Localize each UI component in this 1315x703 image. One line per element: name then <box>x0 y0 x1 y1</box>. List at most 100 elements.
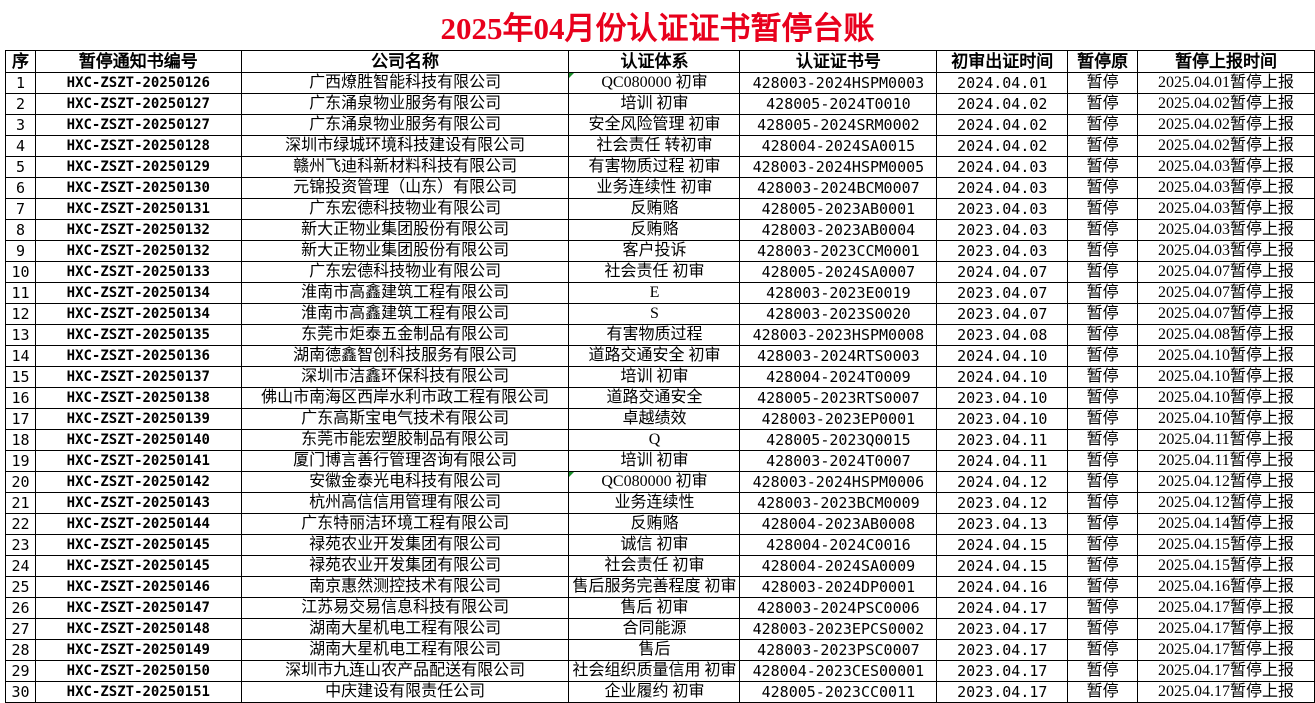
cell-certification-system[interactable]: 业务连续性 <box>568 492 741 514</box>
cell-notice-number[interactable]: HXC-ZSZT-20250129 <box>34 156 242 178</box>
cell-suspension-report-time[interactable]: 2025.04.03暂停上报 <box>1137 219 1315 241</box>
cell-certificate-number[interactable]: 428003-2024HSPM0003 <box>739 72 938 94</box>
cell-company-name[interactable]: 深圳市洁鑫环保科技有限公司 <box>240 366 570 388</box>
cell-initial-issue-date[interactable]: 2024.04.11 <box>936 450 1069 472</box>
cell-certificate-number[interactable]: 428004-2024SA0009 <box>739 555 938 577</box>
cell-seq[interactable]: 30 <box>5 681 36 703</box>
cell-company-name[interactable]: 广东涌泉物业服务有限公司 <box>240 93 570 115</box>
cell-suspension-report-time[interactable]: 2025.04.02暂停上报 <box>1137 93 1315 115</box>
cell-notice-number[interactable]: HXC-ZSZT-20250126 <box>34 72 242 94</box>
cell-suspension-report-time[interactable]: 2025.04.12暂停上报 <box>1137 471 1315 493</box>
cell-initial-issue-date[interactable]: 2023.04.07 <box>936 303 1069 325</box>
header-initial-issue-date[interactable]: 初审出证时间 <box>936 50 1069 73</box>
cell-seq[interactable]: 22 <box>5 513 36 535</box>
cell-certification-system[interactable]: 客户投诉 <box>568 240 741 262</box>
cell-seq[interactable]: 7 <box>5 198 36 220</box>
cell-seq[interactable]: 21 <box>5 492 36 514</box>
cell-seq[interactable]: 25 <box>5 576 36 598</box>
cell-company-name[interactable]: 广东涌泉物业服务有限公司 <box>240 114 570 136</box>
cell-seq[interactable]: 1 <box>5 72 36 94</box>
cell-notice-number[interactable]: HXC-ZSZT-20250133 <box>34 261 242 283</box>
cell-certificate-number[interactable]: 428004-2024T0009 <box>739 366 938 388</box>
cell-suspension-reason[interactable]: 暂停 <box>1067 660 1139 682</box>
cell-initial-issue-date[interactable]: 2023.04.13 <box>936 513 1069 535</box>
cell-seq[interactable]: 28 <box>5 639 36 661</box>
cell-notice-number[interactable]: HXC-ZSZT-20250132 <box>34 219 242 241</box>
cell-company-name[interactable]: 广东宏德科技物业有限公司 <box>240 198 570 220</box>
cell-suspension-report-time[interactable]: 2025.04.10暂停上报 <box>1137 366 1315 388</box>
cell-suspension-report-time[interactable]: 2025.04.02暂停上报 <box>1137 135 1315 157</box>
cell-seq[interactable]: 13 <box>5 324 36 346</box>
cell-suspension-reason[interactable]: 暂停 <box>1067 639 1139 661</box>
cell-initial-issue-date[interactable]: 2024.04.12 <box>936 471 1069 493</box>
cell-certification-system[interactable]: 业务连续性 初审 <box>568 177 741 199</box>
cell-notice-number[interactable]: HXC-ZSZT-20250134 <box>34 282 242 304</box>
cell-suspension-report-time[interactable]: 2025.04.08暂停上报 <box>1137 324 1315 346</box>
cell-notice-number[interactable]: HXC-ZSZT-20250142 <box>34 471 242 493</box>
cell-certification-system[interactable]: Q <box>568 429 741 451</box>
cell-notice-number[interactable]: HXC-ZSZT-20250143 <box>34 492 242 514</box>
cell-suspension-report-time[interactable]: 2025.04.03暂停上报 <box>1137 198 1315 220</box>
cell-seq[interactable]: 2 <box>5 93 36 115</box>
cell-certificate-number[interactable]: 428003-2024BCM0007 <box>739 177 938 199</box>
cell-company-name[interactable]: 淮南市高鑫建筑工程有限公司 <box>240 282 570 304</box>
cell-suspension-report-time[interactable]: 2025.04.14暂停上报 <box>1137 513 1315 535</box>
cell-certification-system[interactable]: 培训 初审 <box>568 93 741 115</box>
cell-company-name[interactable]: 广东特丽洁环境工程有限公司 <box>240 513 570 535</box>
cell-certification-system[interactable]: 有害物质过程 初审 <box>568 156 741 178</box>
cell-certification-system[interactable]: 诚信 初审 <box>568 534 741 556</box>
cell-certificate-number[interactable]: 428004-2023CES00001 <box>739 660 938 682</box>
cell-company-name[interactable]: 佛山市南海区西岸水利市政工程有限公司 <box>240 387 570 409</box>
cell-suspension-reason[interactable]: 暂停 <box>1067 597 1139 619</box>
cell-initial-issue-date[interactable]: 2023.04.03 <box>936 240 1069 262</box>
cell-certification-system[interactable]: 反贿赂 <box>568 219 741 241</box>
cell-certification-system[interactable]: 安全风险管理 初审 <box>568 114 741 136</box>
cell-company-name[interactable]: 广东高斯宝电气技术有限公司 <box>240 408 570 430</box>
cell-certificate-number[interactable]: 428005-2023CC0011 <box>739 681 938 703</box>
header-certificate-number[interactable]: 认证证书号 <box>739 50 938 73</box>
cell-company-name[interactable]: 禄苑农业开发集团有限公司 <box>240 534 570 556</box>
cell-suspension-reason[interactable]: 暂停 <box>1067 387 1139 409</box>
cell-seq[interactable]: 17 <box>5 408 36 430</box>
cell-company-name[interactable]: 安徽金泰光电科技有限公司 <box>240 471 570 493</box>
cell-suspension-reason[interactable]: 暂停 <box>1067 72 1139 94</box>
cell-initial-issue-date[interactable]: 2023.04.17 <box>936 660 1069 682</box>
cell-notice-number[interactable]: HXC-ZSZT-20250130 <box>34 177 242 199</box>
cell-notice-number[interactable]: HXC-ZSZT-20250140 <box>34 429 242 451</box>
cell-initial-issue-date[interactable]: 2023.04.10 <box>936 408 1069 430</box>
cell-suspension-reason[interactable]: 暂停 <box>1067 93 1139 115</box>
cell-suspension-reason[interactable]: 暂停 <box>1067 471 1139 493</box>
cell-suspension-reason[interactable]: 暂停 <box>1067 177 1139 199</box>
cell-notice-number[interactable]: HXC-ZSZT-20250131 <box>34 198 242 220</box>
cell-suspension-reason[interactable]: 暂停 <box>1067 303 1139 325</box>
cell-suspension-report-time[interactable]: 2025.04.15暂停上报 <box>1137 555 1315 577</box>
cell-certification-system[interactable]: 企业履约 初审 <box>568 681 741 703</box>
cell-initial-issue-date[interactable]: 2024.04.07 <box>936 261 1069 283</box>
cell-seq[interactable]: 12 <box>5 303 36 325</box>
cell-certification-system[interactable]: S <box>568 303 741 325</box>
cell-seq[interactable]: 26 <box>5 597 36 619</box>
cell-certification-system[interactable]: 道路交通安全 <box>568 387 741 409</box>
cell-certification-system[interactable]: QC080000 初审 <box>568 471 741 493</box>
cell-company-name[interactable]: 杭州高信信用管理有限公司 <box>240 492 570 514</box>
cell-seq[interactable]: 4 <box>5 135 36 157</box>
cell-suspension-report-time[interactable]: 2025.04.11暂停上报 <box>1137 429 1315 451</box>
header-company-name[interactable]: 公司名称 <box>240 50 570 73</box>
cell-suspension-report-time[interactable]: 2025.04.17暂停上报 <box>1137 660 1315 682</box>
cell-notice-number[interactable]: HXC-ZSZT-20250151 <box>34 681 242 703</box>
cell-seq[interactable]: 8 <box>5 219 36 241</box>
cell-certificate-number[interactable]: 428003-2024RTS0003 <box>739 345 938 367</box>
cell-suspension-report-time[interactable]: 2025.04.16暂停上报 <box>1137 576 1315 598</box>
cell-certificate-number[interactable]: 428005-2023RTS0007 <box>739 387 938 409</box>
cell-initial-issue-date[interactable]: 2024.04.17 <box>936 597 1069 619</box>
cell-notice-number[interactable]: HXC-ZSZT-20250128 <box>34 135 242 157</box>
cell-notice-number[interactable]: HXC-ZSZT-20250127 <box>34 93 242 115</box>
cell-seq[interactable]: 24 <box>5 555 36 577</box>
cell-seq[interactable]: 20 <box>5 471 36 493</box>
cell-initial-issue-date[interactable]: 2023.04.07 <box>936 282 1069 304</box>
cell-initial-issue-date[interactable]: 2024.04.15 <box>936 534 1069 556</box>
cell-certificate-number[interactable]: 428003-2023AB0004 <box>739 219 938 241</box>
cell-seq[interactable]: 3 <box>5 114 36 136</box>
cell-seq[interactable]: 19 <box>5 450 36 472</box>
cell-suspension-report-time[interactable]: 2025.04.15暂停上报 <box>1137 534 1315 556</box>
